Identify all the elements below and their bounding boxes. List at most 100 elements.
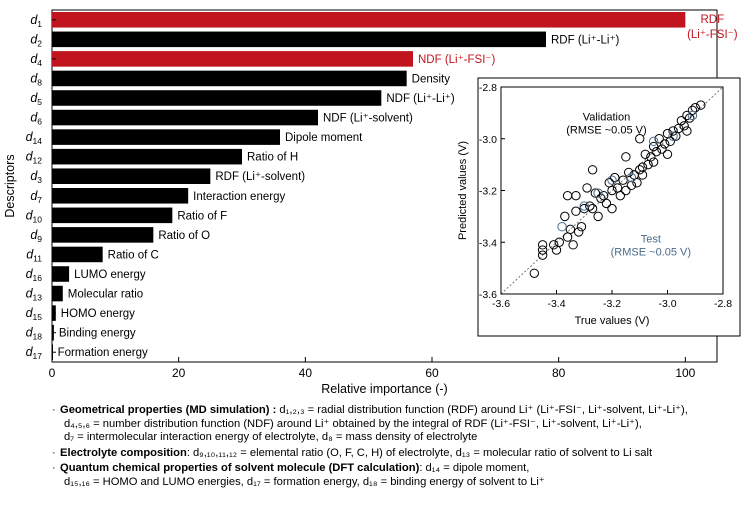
- bar-label: NDF (Li⁺-FSI⁻): [418, 54, 495, 66]
- point-validation: [665, 136, 675, 147]
- inset-x-tick-label: -3.0: [658, 298, 676, 310]
- point-test: [593, 188, 603, 198]
- point-test: [687, 110, 698, 121]
- tick-label-d6: d6: [30, 111, 42, 127]
- x-tick-label: 20: [172, 366, 186, 380]
- point-validation: [637, 162, 648, 172]
- note-line: d₄,₅,₆ = number distribution function (N…: [64, 417, 642, 430]
- tick-label-d10: d10: [26, 208, 43, 224]
- point-validation: [537, 240, 548, 250]
- note-text: : d₁₄ = dipole moment,: [419, 462, 530, 474]
- point-validation: [576, 222, 587, 232]
- point-validation: [615, 190, 626, 201]
- bar-label: LUMO energy: [74, 269, 146, 281]
- point-validation: [621, 185, 631, 196]
- note-quantum: · Quantum chemical properties of solvent …: [52, 462, 752, 489]
- bar-label: Density: [412, 73, 451, 85]
- bar-d11: [52, 246, 103, 263]
- point-validation: [668, 126, 678, 136]
- point-validation: [623, 167, 634, 178]
- point-validation: [660, 139, 670, 149]
- tick-label-d13: d13: [26, 287, 43, 303]
- tick-label-d3: d3: [30, 169, 42, 185]
- inset-x-tick-label: -3.4: [547, 298, 565, 310]
- bar-label: Molecular ratio: [68, 289, 143, 301]
- point-validation: [562, 190, 573, 201]
- bar-label: Interaction energy: [193, 191, 285, 203]
- point-test: [648, 136, 659, 147]
- inset-x-tick-label: -3.2: [603, 298, 621, 310]
- note-head: Electrolyte composition: [60, 446, 187, 459]
- x-tick-label: 60: [425, 366, 439, 380]
- bar-d2: [52, 31, 546, 48]
- point-validation: [587, 203, 598, 214]
- note-bullet: ·: [52, 446, 56, 459]
- bar-label: RDF (Li⁺-solvent): [215, 171, 305, 183]
- x-tick-label: 40: [299, 366, 313, 380]
- point-validation: [621, 152, 631, 162]
- importance-bar-chart: d1 RDF (Li⁺-FSI⁻) d2 RDF (Li⁺-Li⁺) d4 NDF (Li⁺…: [3, 9, 738, 396]
- bar-label: RDF: [701, 14, 725, 26]
- bar-d5: [52, 90, 382, 106]
- tick-label-d2: d2: [30, 32, 42, 48]
- point-validation: [618, 175, 628, 185]
- x-axis-label: Relative importance (-): [321, 382, 447, 396]
- bar-d14: [52, 129, 280, 145]
- inset-annotation: Validation: [583, 112, 631, 124]
- bar-label: RDF (Li⁺-Li⁺): [551, 34, 620, 46]
- point-validation: [537, 250, 548, 260]
- point-validation: [568, 240, 578, 250]
- point-validation: [648, 157, 659, 167]
- descriptor-notes: · Geometrical properties (MD simulation) …: [52, 404, 752, 491]
- bar-label: Ratio of O: [158, 230, 210, 242]
- point-validation: [574, 227, 584, 237]
- chart-area: d1 RDF (Li⁺-FSI⁻) d2 RDF (Li⁺-Li⁺) d4 NDF (Li⁺…: [3, 9, 741, 396]
- tick-label-d8: d8: [30, 71, 42, 87]
- point-validation: [537, 245, 548, 255]
- bar-label: Ratio of F: [177, 210, 227, 222]
- tick-label-d12: d12: [26, 150, 43, 166]
- tick-label-d18: d18: [26, 326, 43, 342]
- tick-label-d7: d7: [30, 189, 42, 205]
- point-validation: [635, 165, 645, 175]
- point-validation: [635, 134, 645, 144]
- point-test: [668, 131, 678, 141]
- point-validation: [565, 224, 576, 235]
- tick-label-d15: d15: [26, 306, 43, 322]
- point-validation: [679, 121, 689, 131]
- inset-x-axis-label: True values (V): [575, 315, 650, 327]
- point-validation: [529, 268, 539, 278]
- note-line: d₇ = intermolecular interaction energy o…: [64, 431, 478, 443]
- inset-y-tick-label: -3.2: [479, 186, 497, 198]
- bar-d12: [52, 148, 242, 165]
- point-test: [626, 172, 637, 183]
- x-tick-label: 100: [675, 366, 695, 380]
- bar-d16: [52, 266, 70, 282]
- point-validation: [637, 170, 648, 180]
- point-validation: [590, 188, 601, 198]
- point-validation: [632, 178, 642, 188]
- bar-label: Binding energy: [59, 328, 136, 340]
- tick-label-d14: d14: [26, 130, 43, 146]
- tick-label-d4: d4: [30, 52, 42, 68]
- x-tick-label: 80: [552, 366, 566, 380]
- bar-d8: [52, 70, 407, 87]
- tick-label-d11: d11: [26, 247, 42, 263]
- x-tick-label: 0: [49, 366, 56, 380]
- bar-d6: [52, 109, 318, 126]
- point-validation: [682, 110, 692, 121]
- note-bullet: ·: [52, 462, 56, 474]
- point-validation: [687, 105, 698, 115]
- inset-y-tick-label: -3.6: [479, 289, 497, 301]
- inset-y-tick-label: -3.0: [479, 134, 497, 146]
- bar-d4: [52, 51, 413, 67]
- point-validation: [651, 146, 662, 157]
- note-line: d₁₅,₁₆ = HOMO and LUMO energies, d₁₇ = f…: [64, 475, 545, 488]
- bar-label: NDF (Li⁺-solvent): [323, 113, 413, 125]
- point-validation: [682, 126, 692, 136]
- inset-box: [477, 77, 741, 337]
- bar-label: Ratio of C: [108, 249, 159, 261]
- point-validation: [601, 198, 612, 209]
- point-validation: [571, 206, 581, 216]
- point-validation: [607, 203, 617, 214]
